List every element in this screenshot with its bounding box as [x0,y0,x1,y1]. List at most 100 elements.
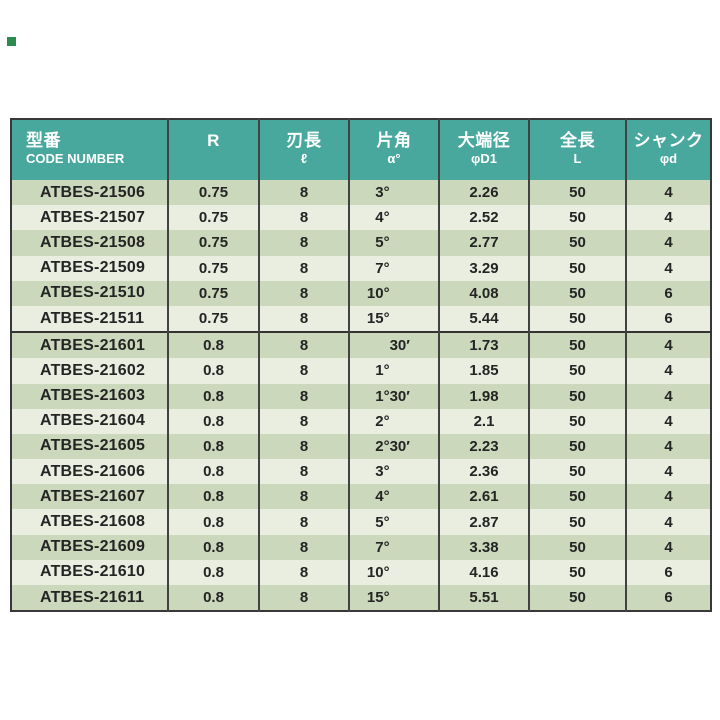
cell-half-angle: 7° [348,534,439,560]
cell-r: 0.8 [167,509,259,535]
table-row: ATBES-21610 0.8 8 10° 4.16 50 6 [11,559,711,585]
cell-code-number: ATBES-21602 [11,358,168,384]
table-row: ATBES-21608 0.8 8 5° 2.87 50 4 [11,509,711,535]
table-row: ATBES-21603 0.8 8 1°30′ 1.98 50 4 [11,383,711,409]
cell-total-length: 50 [528,585,626,612]
cell-blade-length: 8 [258,534,349,560]
cell-blade-length: 8 [258,585,349,612]
cell-total-length: 50 [528,459,626,485]
cell-r: 0.8 [167,408,259,434]
cell-shank: 4 [625,433,711,460]
header-shank-sub: φd [659,151,678,166]
table-row: ATBES-21508 0.75 8 5° 2.77 50 4 [11,230,711,256]
cell-r: 0.8 [167,534,259,560]
cell-blade-length: 8 [258,230,349,256]
cell-blade-length: 8 [258,305,349,333]
cell-half-angle: 5° [348,230,439,256]
cell-shank: 4 [625,230,711,256]
header-r-sub [169,151,258,167]
cell-large-end-dia: 2.52 [438,205,529,231]
header-r-jp: R [207,131,220,150]
header-code-number: 型番 CODE NUMBER [11,119,168,180]
header-total-length: 全長 L [528,119,626,180]
cell-large-end-dia: 1.98 [438,383,529,409]
cell-blade-length: 8 [258,255,349,281]
cell-half-angle: 10° [348,559,439,585]
cell-code-number: ATBES-21610 [11,559,168,585]
cell-blade-length: 8 [258,408,349,434]
cell-shank: 4 [625,205,711,231]
header-large-end-dia-jp: 大端径 [457,131,511,150]
cell-large-end-dia: 5.44 [438,305,529,333]
cell-blade-length: 8 [258,433,349,460]
cell-r: 0.75 [167,280,259,306]
cell-total-length: 50 [528,484,626,510]
cell-shank: 4 [625,180,711,206]
cell-half-angle: 10° [348,280,439,306]
cell-code-number: ATBES-21606 [11,459,168,485]
table-row: ATBES-21604 0.8 8 2° 2.1 50 4 [11,408,711,434]
cell-shank: 4 [625,484,711,510]
cell-total-length: 50 [528,408,626,434]
cell-half-angle: 15° [348,585,439,612]
table-row: ATBES-21510 0.75 8 10° 4.08 50 6 [11,280,711,306]
cell-code-number: ATBES-21604 [11,408,168,434]
cell-total-length: 50 [528,433,626,460]
cell-half-angle: 7° [348,255,439,281]
cell-large-end-dia: 2.26 [438,180,529,206]
cell-shank: 4 [625,383,711,409]
cell-r: 0.8 [167,383,259,409]
cell-blade-length: 8 [258,509,349,535]
cell-total-length: 50 [528,255,626,281]
cell-half-angle: 1° [348,358,439,384]
table-row: ATBES-21601 0.8 8 30′ 1.73 50 4 [11,331,711,359]
cell-code-number: ATBES-21607 [11,484,168,510]
cell-large-end-dia: 2.1 [438,408,529,434]
cell-blade-length: 8 [258,331,349,359]
cell-code-number: ATBES-21510 [11,280,168,306]
cell-r: 0.75 [167,255,259,281]
cell-code-number: ATBES-21601 [11,331,168,359]
cell-blade-length: 8 [258,559,349,585]
cell-total-length: 50 [528,230,626,256]
cell-large-end-dia: 2.23 [438,433,529,460]
table-row: ATBES-21511 0.75 8 15° 5.44 50 6 [11,305,711,333]
cell-large-end-dia: 2.87 [438,509,529,535]
cell-half-angle: 5° [348,509,439,535]
table-header: 型番 CODE NUMBER R 刃長 ℓ 片角 α° 大端径 φD1 [11,119,711,180]
cell-large-end-dia: 4.16 [438,559,529,585]
cell-total-length: 50 [528,205,626,231]
cell-half-angle: 15° [348,305,439,333]
header-total-length-sub: L [573,151,582,166]
table-row: ATBES-21607 0.8 8 4° 2.61 50 4 [11,484,711,510]
header-blade-length-sub: ℓ [300,151,308,166]
cell-code-number: ATBES-21507 [11,205,168,231]
cell-blade-length: 8 [258,180,349,206]
table-row: ATBES-21509 0.75 8 7° 3.29 50 4 [11,255,711,281]
cell-blade-length: 8 [258,484,349,510]
cell-r: 0.8 [167,358,259,384]
cell-code-number: ATBES-21608 [11,509,168,535]
header-total-length-jp: 全長 [560,131,595,150]
cell-code-number: ATBES-21609 [11,534,168,560]
cell-large-end-dia: 3.29 [438,255,529,281]
cell-shank: 6 [625,559,711,585]
cell-half-angle: 3° [348,180,439,206]
header-code-jp: 型番 [26,131,61,150]
cell-half-angle: 1°30′ [348,383,439,409]
header-large-end-dia-sub: φD1 [471,151,497,166]
cell-total-length: 50 [528,331,626,359]
cell-blade-length: 8 [258,205,349,231]
cell-total-length: 50 [528,559,626,585]
cell-r: 0.8 [167,585,259,612]
cell-r: 0.75 [167,230,259,256]
cell-code-number: ATBES-21511 [11,305,168,333]
cell-half-angle: 3° [348,459,439,485]
cell-code-number: ATBES-21603 [11,383,168,409]
header-blade-length: 刃長 ℓ [258,119,349,180]
cell-half-angle: 4° [348,484,439,510]
cell-r: 0.8 [167,331,259,359]
header-blade-length-jp: 刃長 [286,131,322,150]
table-row: ATBES-21611 0.8 8 15° 5.51 50 6 [11,585,711,612]
table-row: ATBES-21605 0.8 8 2°30′ 2.23 50 4 [11,433,711,460]
